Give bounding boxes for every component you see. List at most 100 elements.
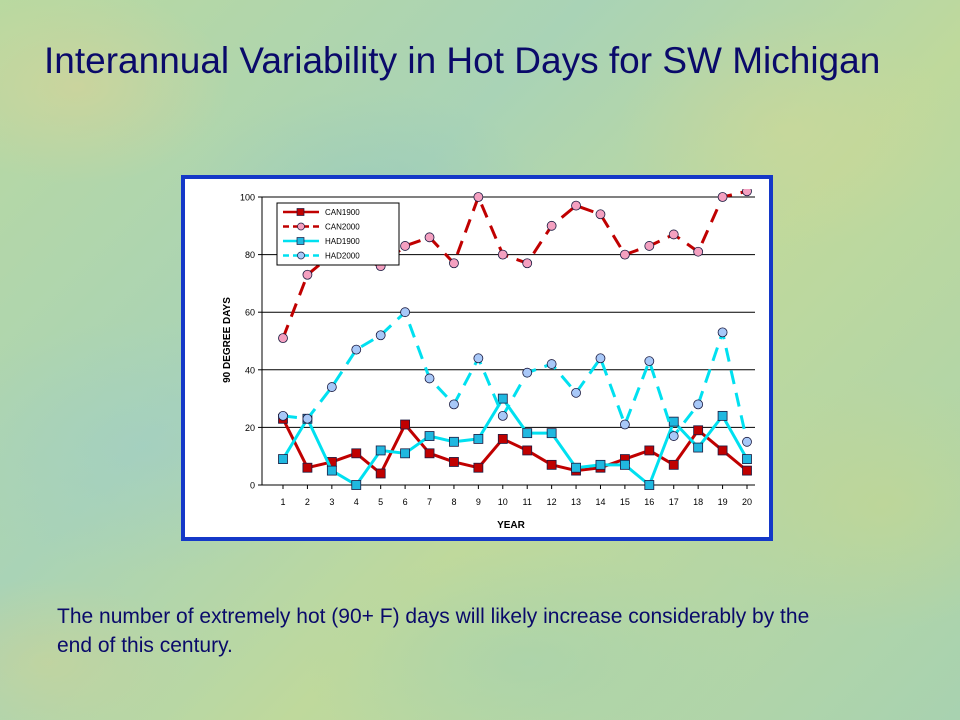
data-point	[375, 468, 386, 479]
y-tick-label: 80	[245, 250, 255, 260]
data-point	[644, 241, 655, 251]
data-point	[595, 459, 606, 470]
data-point	[497, 434, 508, 444]
data-point	[717, 410, 728, 421]
data-point	[400, 241, 411, 251]
x-tick-label: 17	[669, 497, 679, 507]
data-point	[351, 448, 362, 459]
data-point	[449, 457, 459, 467]
data-point	[668, 459, 679, 470]
y-tick-label: 60	[245, 308, 255, 318]
data-point	[742, 436, 752, 447]
data-point	[546, 220, 557, 231]
data-point	[693, 399, 704, 410]
data-point	[302, 269, 313, 280]
data-point	[375, 330, 386, 341]
x-tick-label: 15	[620, 497, 630, 507]
x-tick-label: 12	[547, 497, 557, 507]
data-point	[351, 480, 362, 490]
y-tick-label: 40	[245, 365, 255, 375]
series-had1900	[278, 393, 752, 490]
data-point	[326, 382, 337, 392]
x-tick-label: 4	[354, 497, 359, 507]
legend-label: CAN2000	[325, 223, 360, 232]
data-point	[400, 307, 411, 318]
series-line-had1900	[281, 397, 749, 487]
data-point	[497, 410, 508, 421]
data-point	[693, 246, 704, 257]
data-point	[473, 462, 484, 473]
data-point	[375, 445, 386, 456]
x-tick-label: 2	[305, 497, 310, 507]
data-point	[693, 425, 704, 436]
legend-label: CAN1900	[325, 208, 360, 217]
x-tick-label: 20	[742, 497, 752, 507]
y-axis-label: 90 DEGREE DAYS	[222, 297, 233, 383]
data-point	[644, 445, 655, 456]
data-point	[449, 399, 459, 410]
x-tick-label: 6	[403, 497, 408, 507]
data-point	[522, 367, 533, 378]
y-tick-label: 0	[250, 481, 255, 491]
data-point	[717, 445, 728, 456]
x-axis-label: YEAR	[497, 520, 526, 531]
data-point	[546, 359, 557, 369]
data-point	[473, 353, 484, 364]
legend-label: HAD2000	[325, 252, 360, 261]
x-tick-label: 3	[329, 497, 334, 507]
data-point	[619, 459, 630, 470]
data-point	[595, 209, 606, 220]
x-tick-label: 14	[595, 497, 605, 507]
slide-caption: The number of extremely hot (90+ F) days…	[57, 605, 810, 657]
data-point	[571, 462, 581, 473]
data-point	[497, 393, 508, 404]
legend-marker	[297, 222, 305, 231]
x-tick-label: 19	[718, 497, 728, 507]
data-point	[742, 454, 752, 464]
data-point	[668, 229, 679, 240]
data-point	[302, 413, 313, 424]
data-point	[693, 442, 704, 453]
series-line-had2000	[282, 310, 749, 443]
legend-marker	[296, 237, 305, 245]
data-point	[668, 431, 679, 441]
series-can1900	[278, 413, 752, 479]
data-point	[717, 327, 728, 338]
legend: CAN1900 CAN2000 HAD1900 HAD2000	[276, 202, 400, 266]
y-tick-label: 20	[245, 423, 255, 433]
data-point	[449, 436, 459, 447]
data-point	[546, 459, 557, 470]
data-point	[351, 344, 362, 355]
x-tick-label: 11	[523, 497, 532, 507]
x-tick-label: 10	[498, 497, 508, 507]
y-tick-label: 100	[240, 193, 255, 203]
x-tick-label: 18	[693, 497, 703, 507]
data-point	[522, 258, 533, 269]
slide-title: Interannual Variability in Hot Days for …	[44, 40, 881, 81]
data-point	[424, 232, 435, 243]
x-tick-label: 9	[476, 497, 481, 507]
legend-marker	[296, 208, 305, 216]
data-point	[522, 445, 533, 456]
x-tick-label: 1	[280, 497, 285, 507]
data-point	[278, 410, 288, 421]
data-point	[424, 373, 435, 384]
data-point	[473, 434, 484, 444]
data-point	[400, 448, 411, 459]
data-point	[742, 465, 752, 476]
data-point	[400, 419, 411, 430]
x-tick-label: 13	[571, 497, 581, 507]
x-tick-label: 16	[644, 497, 654, 507]
data-point	[644, 480, 655, 490]
data-point	[571, 387, 581, 398]
data-point	[668, 416, 679, 427]
data-point	[424, 431, 435, 441]
data-point	[424, 448, 435, 459]
chart-frame: 0 20 40 60 80 100 1 2 3 4 5 6 7 8 9 10 11 12 13 14 15 16 17 18 1…	[181, 175, 773, 541]
data-point	[522, 428, 533, 439]
data-point	[717, 192, 728, 202]
data-point	[473, 192, 484, 202]
data-point	[497, 249, 508, 260]
x-tick-label: 5	[378, 497, 383, 507]
data-point	[449, 258, 459, 269]
